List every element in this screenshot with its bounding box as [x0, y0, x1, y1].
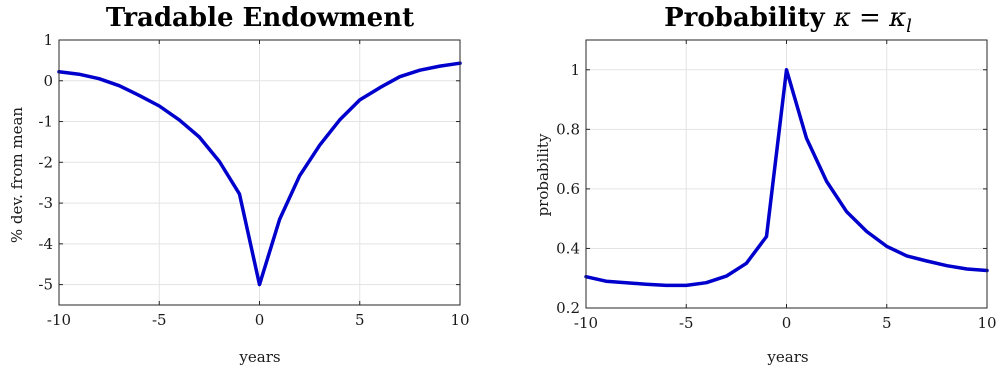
- x-tick-label: 5: [882, 314, 892, 332]
- axes-box: [58, 39, 461, 306]
- x-tick-label: 10: [450, 311, 469, 329]
- x-tick-label: -10: [574, 314, 598, 332]
- x-tick-label: -5: [152, 311, 167, 329]
- x-tick-label: -5: [679, 314, 694, 332]
- chart-panel-endowment: Tradable Endowment years % dev. from mea…: [8, 3, 470, 366]
- y-tick-label: 0.6: [556, 180, 580, 198]
- chart-panel-probability: Probability κ = κl years probability -10…: [534, 3, 997, 366]
- series-line: [584, 68, 989, 288]
- axes-box: [585, 39, 988, 309]
- chart-title-math-subscript: l: [906, 16, 912, 37]
- y-tick-label: 0: [43, 72, 53, 90]
- x-tick-label: -10: [47, 311, 71, 329]
- y-tick-label: -4: [38, 235, 53, 253]
- y-axis-label: % dev. from mean: [8, 107, 26, 244]
- y-tick-label: 1: [570, 61, 580, 79]
- y-tick-label: 0.4: [556, 239, 580, 257]
- x-tick-label: 5: [355, 311, 365, 329]
- y-axis-label: probability: [534, 133, 552, 216]
- chart-title-math: κ = κ: [833, 3, 906, 33]
- x-tick-label: 10: [977, 314, 996, 332]
- chart-title: Tradable Endowment: [106, 3, 414, 33]
- y-tick-label: 1: [43, 31, 53, 49]
- y-tick-label: -2: [38, 153, 53, 171]
- x-axis-label: years: [238, 348, 280, 366]
- y-tick-label: -1: [38, 113, 53, 131]
- y-tick-label: 0.2: [556, 299, 580, 317]
- series-line: [57, 61, 462, 287]
- x-axis-label: years: [766, 348, 808, 366]
- x-tick-label: 0: [782, 314, 792, 332]
- y-tick-label: -5: [38, 276, 53, 294]
- chart-title-text: Probability: [664, 3, 834, 33]
- x-tick-label: 0: [255, 311, 265, 329]
- y-tick-label: 0.8: [556, 120, 580, 138]
- chart-title: Probability κ = κl: [664, 3, 912, 37]
- y-tick-label: -3: [38, 194, 53, 212]
